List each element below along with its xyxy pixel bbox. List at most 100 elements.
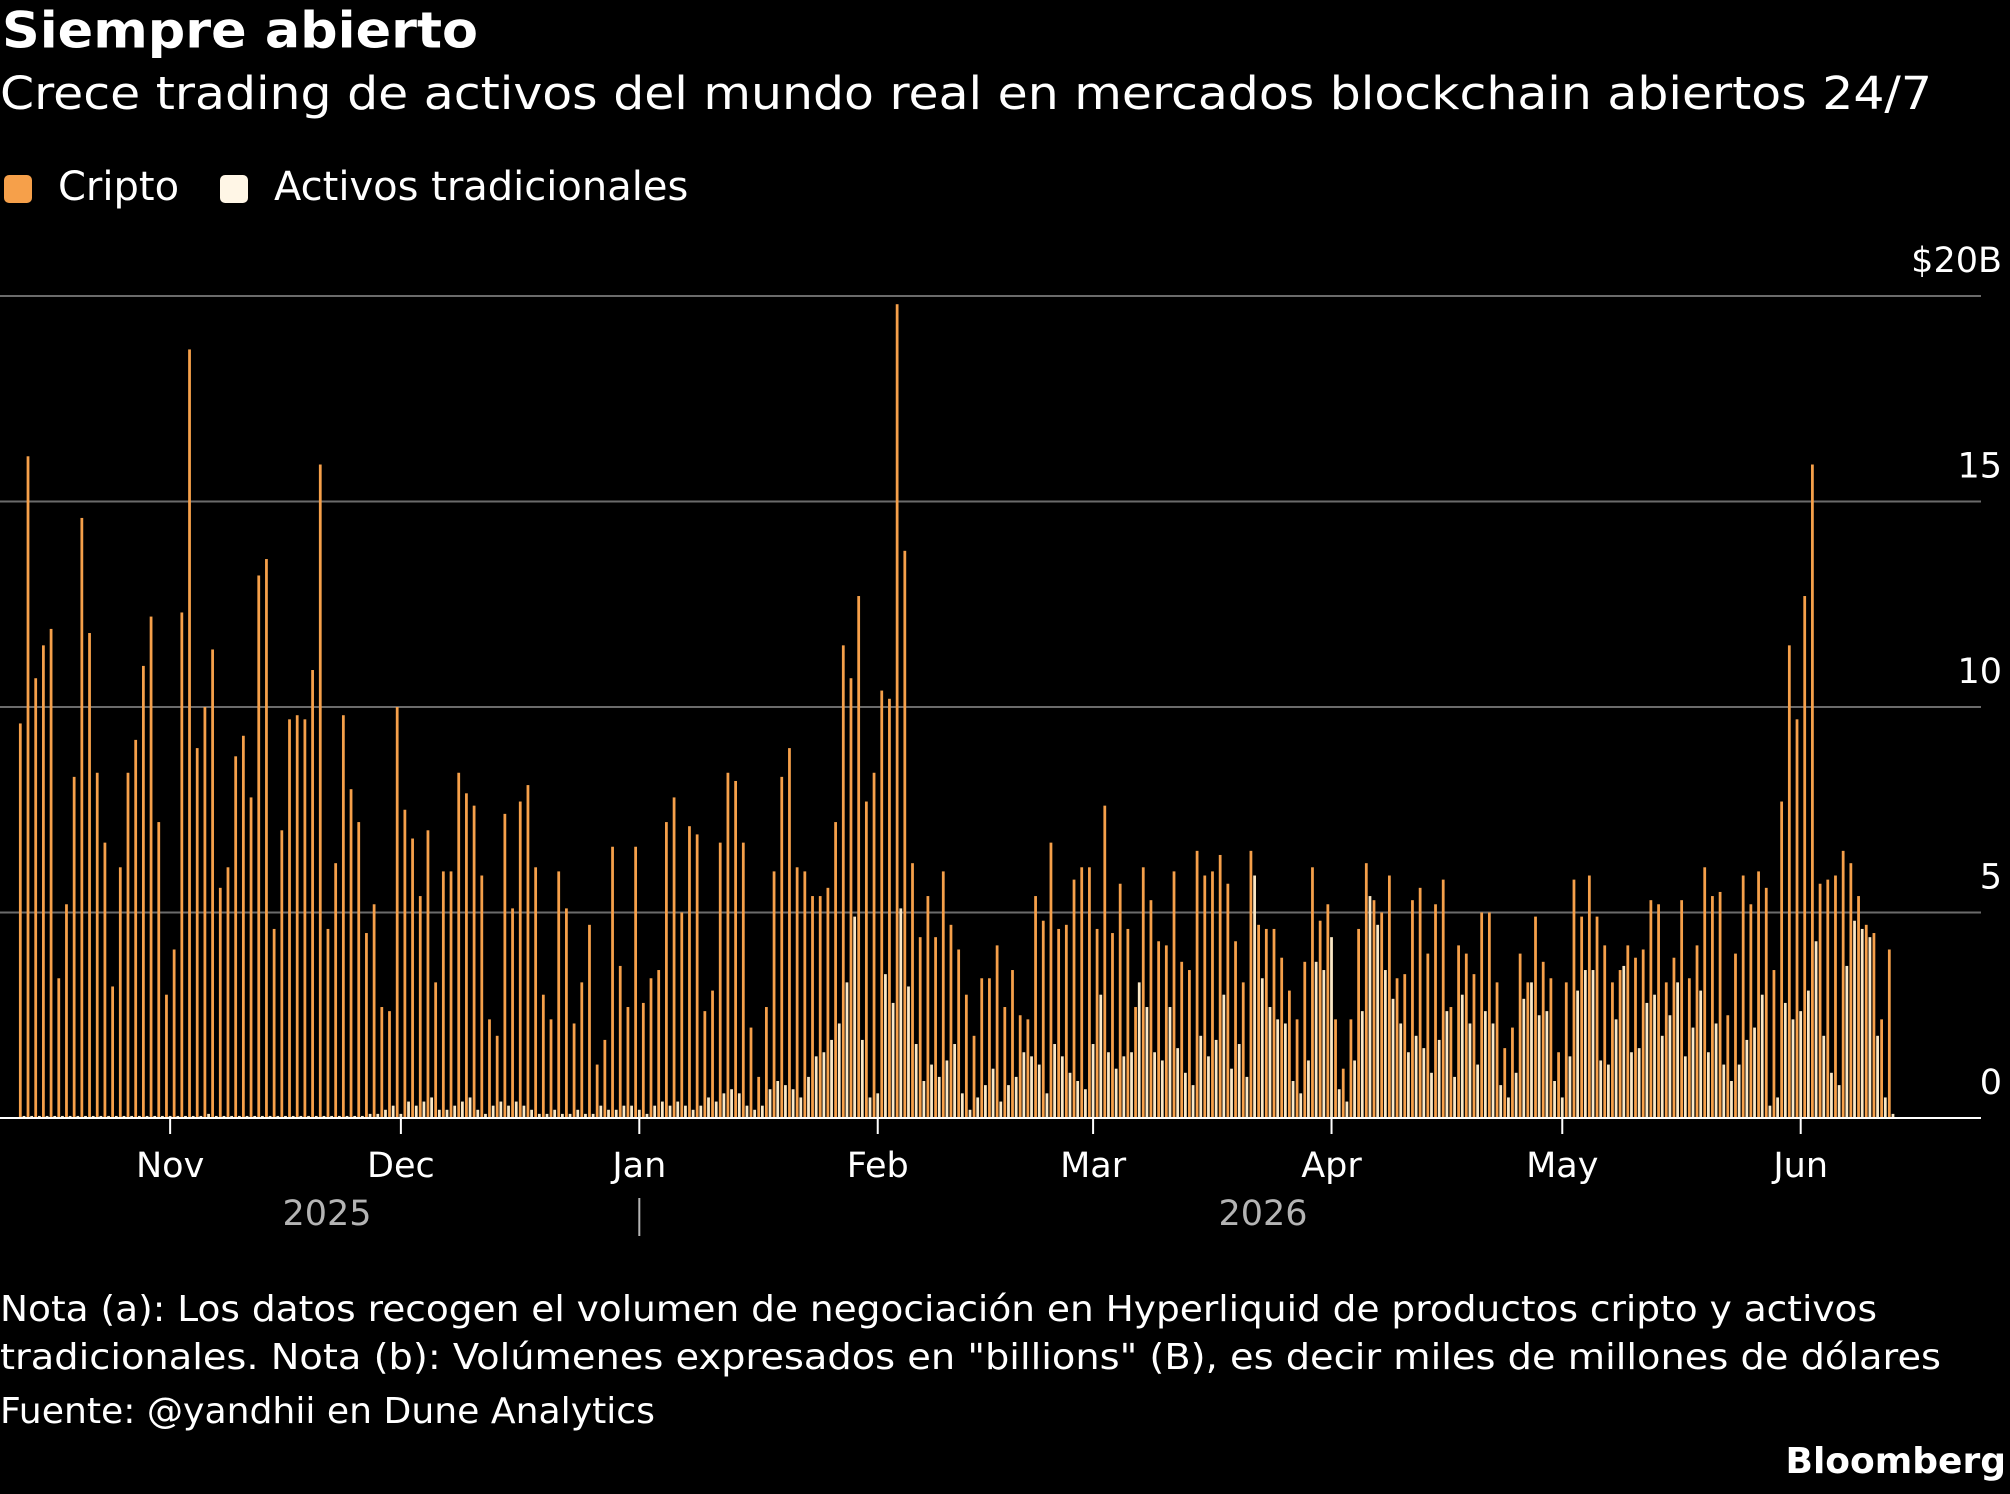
- bar: [318, 464, 322, 1118]
- bar: [1734, 953, 1737, 1118]
- bar: [1703, 867, 1707, 1118]
- bar: [1318, 920, 1322, 1118]
- bar: [1418, 887, 1422, 1118]
- bar: [441, 871, 445, 1118]
- x-tick-label: Apr: [1301, 1146, 1362, 1186]
- bar: [1314, 961, 1318, 1118]
- bar: [818, 896, 822, 1118]
- bar: [1303, 961, 1307, 1118]
- bar: [1649, 900, 1653, 1118]
- bar: [1291, 1081, 1295, 1118]
- bar: [1583, 970, 1587, 1118]
- bar: [126, 772, 130, 1118]
- bar: [684, 1105, 687, 1118]
- bar: [1522, 998, 1526, 1118]
- bar: [1137, 982, 1141, 1118]
- bar: [1507, 1097, 1510, 1118]
- bar: [226, 867, 230, 1118]
- bar: [488, 1019, 491, 1118]
- bar: [1022, 1052, 1026, 1118]
- bar: [591, 1113, 595, 1118]
- bar: [1034, 896, 1037, 1118]
- bar: [1472, 974, 1476, 1118]
- bar: [1737, 1064, 1741, 1118]
- bar: [764, 1007, 768, 1118]
- bar: [1283, 1023, 1287, 1118]
- bar: [1726, 1015, 1730, 1118]
- bar: [880, 690, 884, 1118]
- bar: [1026, 1019, 1030, 1118]
- bar: [1791, 1019, 1795, 1118]
- bar: [141, 665, 145, 1118]
- bar: [1830, 1072, 1833, 1118]
- bar: [837, 1023, 841, 1118]
- bar: [1683, 1056, 1687, 1118]
- bar: [1503, 1048, 1507, 1118]
- bar: [1180, 961, 1184, 1118]
- bar: [1153, 1052, 1156, 1118]
- bar: [737, 1093, 741, 1118]
- bar: [1264, 928, 1268, 1118]
- bar: [1668, 1015, 1672, 1118]
- bar: [1230, 1068, 1233, 1118]
- bar: [1457, 945, 1460, 1118]
- bar: [618, 965, 622, 1118]
- bar: [88, 633, 91, 1118]
- bar: [1499, 1085, 1503, 1118]
- bar: [1111, 933, 1114, 1118]
- bar: [22, 1115, 26, 1118]
- bar: [760, 1105, 764, 1118]
- bar: [1003, 1007, 1007, 1118]
- bar: [1476, 1064, 1480, 1118]
- bar: [1330, 937, 1333, 1118]
- y-tick-label: $20B: [1911, 241, 2002, 281]
- bar: [1107, 1052, 1110, 1118]
- bar: [1376, 924, 1380, 1118]
- bar: [553, 1109, 557, 1118]
- bar: [145, 1115, 149, 1118]
- bar: [76, 1115, 80, 1118]
- bar: [1341, 1068, 1345, 1118]
- bar: [768, 1089, 772, 1118]
- bar: [1441, 879, 1445, 1118]
- bar: [45, 1115, 49, 1118]
- bar: [853, 916, 857, 1118]
- bar: [1168, 1007, 1172, 1118]
- bar: [1414, 1035, 1418, 1118]
- bar: [580, 982, 584, 1118]
- bar: [1803, 596, 1807, 1118]
- bar: [814, 1056, 818, 1118]
- bar: [541, 994, 545, 1118]
- legend-swatch: [220, 175, 248, 203]
- bar: [303, 719, 307, 1118]
- bar: [588, 924, 591, 1118]
- bar: [80, 517, 84, 1118]
- bar: [307, 1115, 310, 1118]
- source: Fuente: @yandhii en Dune Analytics: [0, 1391, 655, 1432]
- x-tick-label: Feb: [847, 1146, 909, 1186]
- bar: [614, 1109, 618, 1118]
- bar: [168, 1115, 172, 1118]
- bar: [964, 994, 968, 1118]
- bar: [741, 842, 745, 1118]
- bar: [1391, 998, 1395, 1118]
- bar: [968, 1109, 972, 1118]
- bar: [457, 772, 461, 1118]
- bar: [876, 1093, 880, 1118]
- bar: [980, 978, 984, 1118]
- bar: [1326, 904, 1330, 1118]
- bar: [1630, 1052, 1633, 1118]
- bar: [1511, 1027, 1514, 1118]
- bar: [1226, 883, 1230, 1118]
- bar: [414, 1105, 418, 1118]
- bar: [1295, 1019, 1299, 1118]
- bar: [1487, 912, 1491, 1118]
- bar: [1826, 879, 1830, 1118]
- bar: [211, 649, 214, 1118]
- y-tick-label: 15: [1957, 447, 2002, 487]
- bar: [918, 937, 922, 1118]
- bar: [234, 756, 238, 1118]
- bar: [1891, 1113, 1895, 1118]
- bar: [1545, 1011, 1549, 1118]
